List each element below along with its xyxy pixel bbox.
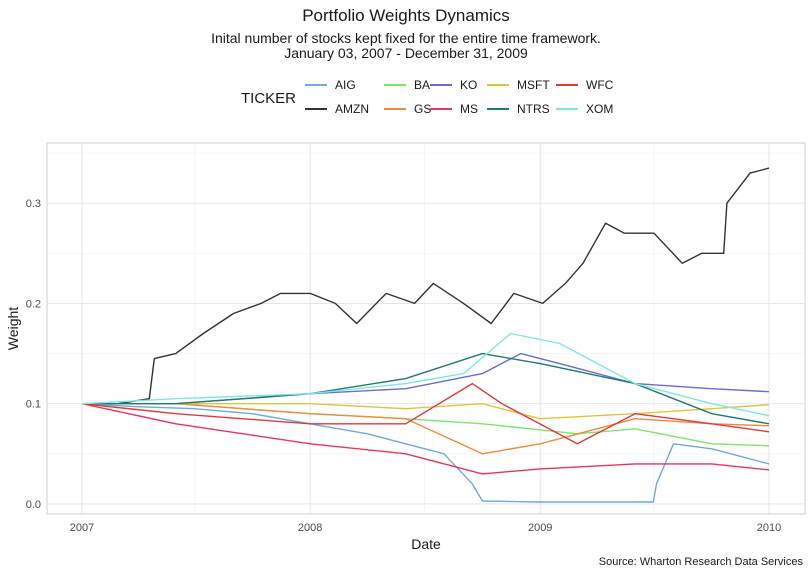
legend-title: TICKER [241,90,297,107]
legend-label: MSFT [517,78,550,92]
y-tick-label: 0.3 [26,198,41,210]
legend-label: MS [460,102,478,116]
chart-subtitle-line1: Inital number of stocks kept fixed for t… [211,30,601,46]
y-tick-label: 0.0 [26,499,41,511]
legend-swatch [556,108,578,110]
series-line-amzn [82,167,770,405]
legend-item-gs: GS [384,102,431,116]
legend-swatch [487,84,509,86]
series-line-xom [81,332,770,417]
legend-label: KO [460,78,478,92]
legend-swatch [384,108,406,110]
legend-item-wfc: WFC [556,78,613,92]
x-tick-label: 2009 [528,522,552,534]
legend-swatch [430,108,452,110]
legend-label: AIG [335,78,356,92]
series-line-ntrs [82,352,770,425]
series-line-wfc [81,382,770,445]
plot-panel [46,142,806,515]
series-line-ms [81,403,770,475]
legend-swatch [556,84,578,86]
series-line-aig [81,403,770,503]
legend-item-ba: BA [384,78,430,92]
legend-swatch [305,84,327,86]
source-caption: Source: Wharton Research Data Services [598,556,803,568]
legend-item-ko: KO [430,78,477,92]
series-line-gs [82,403,770,455]
y-axis-title: Weight [5,307,21,350]
legend-label: BA [414,78,431,92]
legend-item-amzn: AMZN [305,102,369,116]
x-tick-label: 2008 [298,522,322,534]
legend-item-ms: MS [430,102,478,116]
legend-label: NTRS [517,102,550,116]
legend-swatch [487,108,509,110]
chart-subtitle-line2: January 03, 2007 - December 31, 2009 [284,45,528,61]
legend-label: GS [414,102,432,116]
x-tick-label: 2007 [70,522,94,534]
series-line-msft [82,403,770,420]
x-axis-title: Date [411,536,441,552]
legend-swatch [384,84,406,86]
legend-item-aig: AIG [305,78,356,92]
legend-item-xom: XOM [556,102,613,116]
legend-label: XOM [586,102,614,116]
legend-item-ntrs: NTRS [487,102,550,116]
y-tick-label: 0.2 [26,298,41,310]
legend-swatch [430,84,452,86]
legend-label: WFC [586,78,614,92]
legend-label: AMZN [335,102,369,116]
legend-item-msft: MSFT [487,78,550,92]
chart-title: Portfolio Weights Dynamics [302,6,510,25]
x-tick-label: 2010 [757,522,781,534]
legend-swatch [305,108,327,110]
y-tick-label: 0.1 [26,399,41,411]
